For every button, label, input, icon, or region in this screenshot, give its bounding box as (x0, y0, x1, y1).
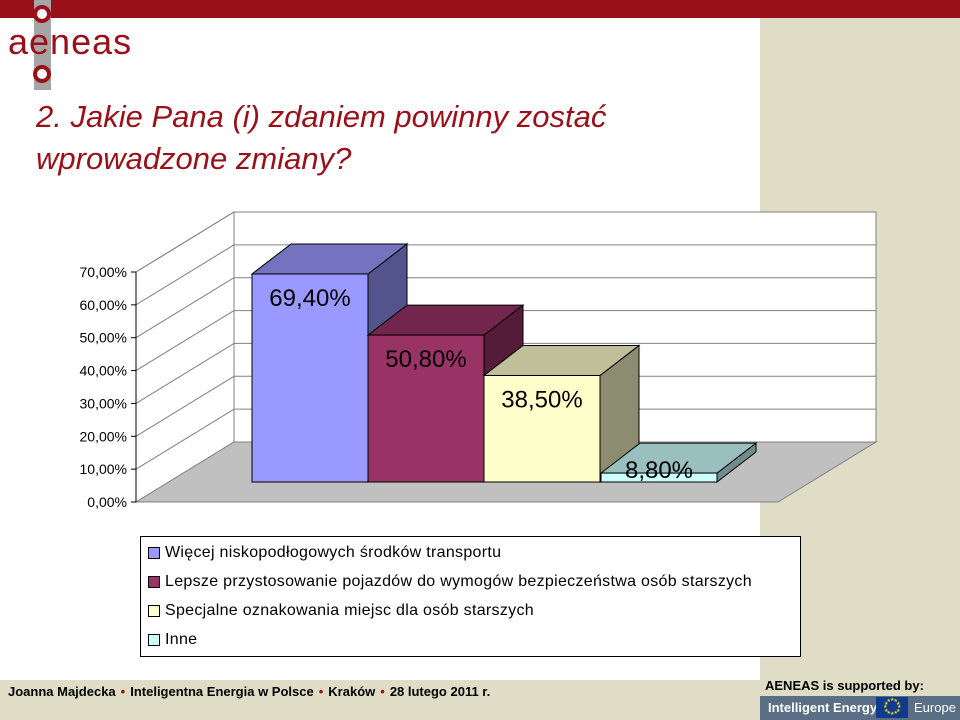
y-tick-label: 40,00% (80, 363, 127, 379)
slide-title: 2. Jakie Pana (i) zdaniem powinny zostać… (36, 96, 736, 180)
gridline-side (135, 343, 235, 404)
eu-star-icon: ★ (896, 700, 901, 707)
eu-star-icon: ★ (893, 710, 898, 717)
legend-item: Specjalne oznakowania miejsc dla osób st… (141, 601, 800, 630)
legend-item: Więcej niskopodłogowych środków transpor… (141, 543, 800, 572)
y-tick-label: 60,00% (80, 297, 127, 313)
legend-item: Inne (141, 630, 800, 659)
legend-swatch (148, 547, 160, 559)
bullet-icon: • (380, 684, 385, 699)
title-line-1: 2. Jakie Pana (i) zdaniem powinny zostać (36, 99, 607, 134)
legend-swatch (148, 576, 160, 588)
bar-value-label: 69,40% (269, 285, 350, 312)
legend-label: Inne (165, 631, 198, 648)
eu-star-icon: ★ (893, 697, 898, 704)
intelligent-energy-bar (760, 696, 960, 720)
footer-author: Joanna Majdecka (8, 684, 116, 699)
bar-value-label: 8,80% (625, 457, 693, 484)
legend-label: Więcej niskopodłogowych środków transpor… (165, 544, 502, 561)
eu-flag-icon: ★ ★ ★ ★ ★ ★ ★ ★ ★ ★ ★ ★ (876, 697, 908, 718)
bar-front (600, 472, 718, 483)
legend-label: Lepsze przystosowanie pojazdów do wymogó… (165, 573, 752, 590)
europe-label: Europe (914, 700, 956, 715)
y-tick-label: 10,00% (80, 461, 127, 477)
legend-label: Specjalne oznakowania miejsc dla osób st… (165, 602, 534, 619)
gridline-side (135, 375, 235, 437)
bar-front (367, 334, 485, 483)
bar-value-label: 50,80% (385, 346, 466, 373)
footer-text: Joanna Majdecka • Inteligentna Energia w P… (8, 684, 490, 699)
gridline-side (135, 310, 235, 371)
bar-value-label: 38,50% (501, 387, 582, 414)
eu-star-icon: ★ (896, 707, 901, 714)
footer-program: Inteligentna Energia w Polsce (130, 684, 314, 699)
chart-legend: Więcej niskopodłogowych środków transpor… (140, 536, 801, 657)
gridline-side (135, 408, 235, 470)
footer-city: Kraków (328, 684, 376, 699)
gridline-side (135, 211, 235, 273)
intelligent-energy-label: Intelligent Energy (768, 700, 878, 715)
eu-star-icon: ★ (883, 700, 889, 707)
footer-date: 28 lutego 2011 r. (389, 684, 491, 699)
eu-star-icon: ★ (897, 704, 902, 710)
legend-swatch (148, 634, 160, 646)
eu-star-icon: ★ (883, 704, 888, 710)
y-tick-label: 50,00% (80, 330, 127, 346)
supported-by-label: AENEAS is supported by: (765, 678, 924, 693)
gridline-side (135, 244, 235, 306)
y-tick-label: 0,00% (87, 494, 127, 510)
logo-text: aeneas (8, 21, 132, 62)
bullet-icon: • (318, 684, 324, 699)
eu-star-icon: ★ (890, 697, 895, 703)
y-tick-label: 30,00% (80, 395, 127, 411)
y-tick-label: 20,00% (80, 428, 127, 444)
legend-item: Lepsze przystosowanie pojazdów do wymogó… (141, 572, 800, 601)
eu-star-icon: ★ (886, 710, 891, 717)
eu-star-icon: ★ (883, 707, 889, 714)
eu-star-icon: ★ (886, 697, 891, 704)
bar-front (251, 273, 369, 483)
y-tick-label: 70,00% (80, 264, 127, 280)
bullet-icon: • (120, 684, 126, 699)
eu-star-icon: ★ (890, 711, 895, 717)
bar-front (483, 375, 601, 483)
aeneas-logo: aeneas (8, 0, 132, 90)
top-bar (0, 0, 960, 18)
legend-swatch (148, 605, 160, 617)
title-line-2: wprowadzone zmiany? (36, 141, 352, 176)
gridline-side (135, 277, 235, 339)
